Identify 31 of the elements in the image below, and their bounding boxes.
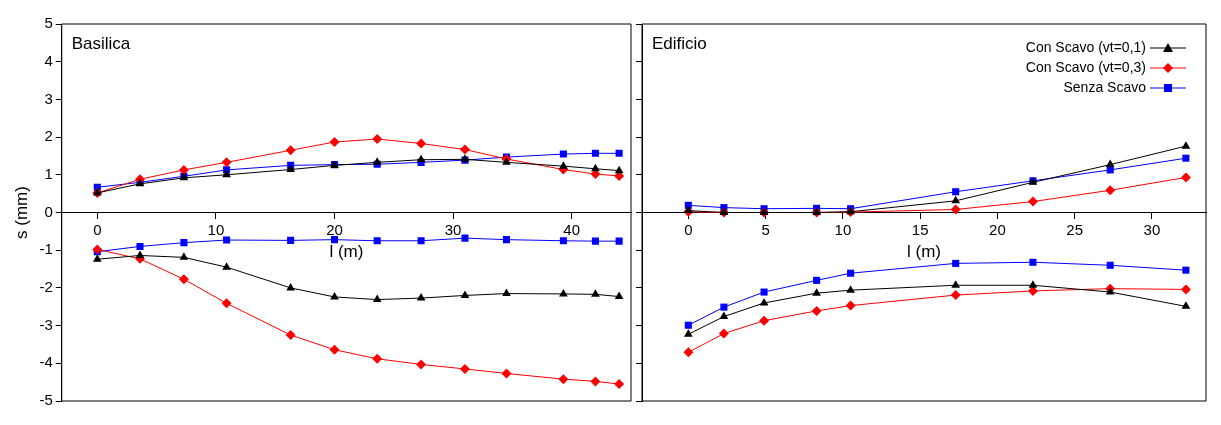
x-tick-label: 0 [684,220,693,238]
x-tick-label: 40 [563,220,581,238]
y-tick-label: 1 [44,164,53,182]
y-tick-label: -3 [39,315,53,333]
legend-label: Con Scavo (vt=0,3) [1025,58,1146,75]
y-tick-label: 2 [44,127,53,145]
y-tick-label: 3 [44,89,53,107]
x-tick-label: 20 [326,220,343,238]
y-tick-label: 4 [44,51,53,69]
y-tick-label: -1 [39,240,53,258]
legend-label: Con Scavo (vt=0,1) [1025,38,1146,55]
y-tick-label: -5 [39,391,53,409]
x-tick-label: 15 [911,220,929,238]
x-tick-label: 5 [761,220,770,238]
x-tick-label: 20 [989,220,1006,238]
x-axis-title: l (m) [329,242,364,262]
y-tick-label: -2 [39,278,53,296]
x-tick-label: 30 [444,220,462,238]
legend-label: Senza Scavo [1063,78,1147,95]
y-tick-label: 0 [44,202,53,220]
y-tick-label: 5 [44,14,53,32]
x-tick-label: 30 [1143,220,1161,238]
text: Basilica [71,34,131,54]
x-tick-label: 25 [1066,220,1083,238]
y-tick-label: -4 [39,353,53,371]
x-tick-label: 10 [207,220,225,238]
x-axis-title: l (m) [907,242,941,262]
text: Edificio [652,34,707,54]
x-tick-label: 10 [834,220,852,238]
x-tick-label: 0 [93,220,102,238]
y-axis-title: s (mm) [11,186,31,239]
